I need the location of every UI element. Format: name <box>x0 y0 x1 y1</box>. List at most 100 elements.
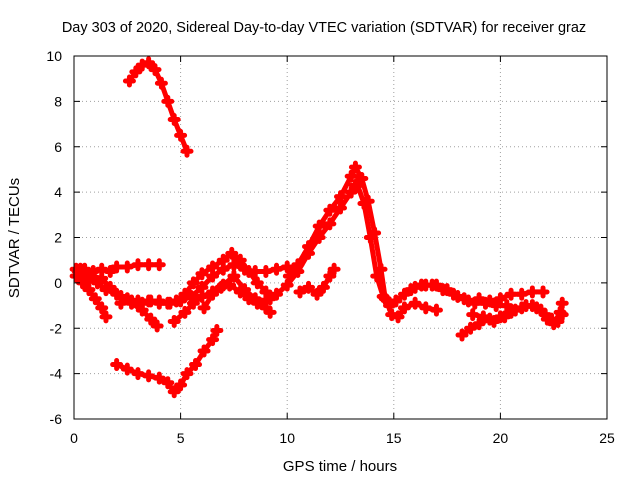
data-point <box>291 258 305 272</box>
series-arc-h <box>110 324 224 399</box>
data-point <box>425 278 439 292</box>
x-tick-label: 15 <box>386 430 402 446</box>
data-point <box>88 292 102 306</box>
data-point <box>344 185 358 199</box>
data-point <box>355 172 369 186</box>
data-point <box>530 301 544 315</box>
data-point <box>129 65 143 79</box>
data-point <box>135 296 149 310</box>
data-point <box>131 367 145 381</box>
series-arc-o <box>466 299 569 328</box>
data-point <box>500 299 514 313</box>
x-axis-label: GPS time / hours <box>283 458 397 475</box>
y-tick-label: -2 <box>50 320 63 336</box>
data-point <box>142 56 156 70</box>
data-point <box>210 324 224 338</box>
data-point <box>302 280 316 294</box>
data-point <box>110 287 124 301</box>
data-point <box>99 310 113 324</box>
data-point <box>280 278 294 292</box>
data-point <box>180 367 194 381</box>
data-point <box>90 276 104 290</box>
data-point <box>536 285 550 299</box>
data-point <box>144 312 158 326</box>
x-tick-label: 5 <box>177 430 185 446</box>
data-point <box>312 231 326 244</box>
data-point <box>174 128 188 142</box>
data-point <box>323 217 337 231</box>
y-tick-label: 0 <box>54 275 62 291</box>
data-point <box>103 265 117 279</box>
data-point <box>519 299 533 313</box>
data-point <box>415 278 429 292</box>
data-point <box>142 369 156 383</box>
data-point <box>167 113 181 127</box>
y-axis-label: SDTVAR / TECUs <box>6 178 23 298</box>
data-point <box>206 333 220 347</box>
data-point <box>248 292 262 306</box>
data-point <box>82 271 96 285</box>
data-point <box>216 278 230 292</box>
data-point <box>227 269 241 283</box>
data-point <box>250 276 264 290</box>
x-tick-label: 25 <box>599 430 615 446</box>
data-point <box>457 292 471 306</box>
x-tick-label: 0 <box>70 430 78 446</box>
data-point <box>493 292 507 306</box>
data-point <box>259 294 273 308</box>
grid-lines <box>74 56 607 419</box>
data-point <box>206 287 220 301</box>
data-point <box>195 267 209 281</box>
data-point <box>472 317 486 331</box>
data-point <box>404 283 418 297</box>
y-tick-label: 4 <box>54 184 62 200</box>
data-point <box>125 294 139 308</box>
data-point <box>186 276 200 290</box>
data-point <box>397 301 411 315</box>
data-point <box>515 287 529 301</box>
data-point <box>357 196 371 210</box>
data-point <box>167 314 181 328</box>
data-point <box>446 287 460 301</box>
data-point <box>323 203 337 217</box>
data-point <box>131 258 145 272</box>
data-point <box>478 296 492 310</box>
data-point <box>555 308 569 322</box>
data-point <box>197 344 211 358</box>
data-point <box>197 301 211 315</box>
data-point <box>270 287 284 301</box>
data-point <box>186 296 200 310</box>
data-point <box>227 258 241 272</box>
data-point <box>189 358 203 372</box>
data-point <box>152 294 166 308</box>
data-point <box>206 260 220 274</box>
data-point <box>150 319 164 333</box>
data-point <box>391 310 405 324</box>
data-point <box>216 253 230 267</box>
series-arc-a <box>122 56 194 158</box>
data-point <box>555 296 569 310</box>
data-point <box>242 265 256 279</box>
data-point <box>280 260 294 274</box>
data-point <box>551 314 565 328</box>
data-point <box>397 287 411 301</box>
data-point <box>344 169 358 183</box>
data-point <box>178 305 192 319</box>
data-point <box>233 253 247 267</box>
data-point <box>312 219 326 233</box>
data-point <box>327 262 341 276</box>
data-point <box>466 308 480 322</box>
data-point <box>525 285 539 299</box>
y-tick-label: 8 <box>54 93 62 109</box>
data-point <box>114 296 128 310</box>
data-point <box>498 310 512 324</box>
data-point <box>154 76 168 90</box>
data-point <box>316 280 330 294</box>
data-point <box>110 358 124 372</box>
data-point <box>323 269 337 283</box>
data-point <box>370 269 384 283</box>
x-tick-label: 10 <box>279 430 295 446</box>
data-point <box>455 328 469 342</box>
data-point <box>508 303 522 317</box>
data-point <box>95 301 109 315</box>
